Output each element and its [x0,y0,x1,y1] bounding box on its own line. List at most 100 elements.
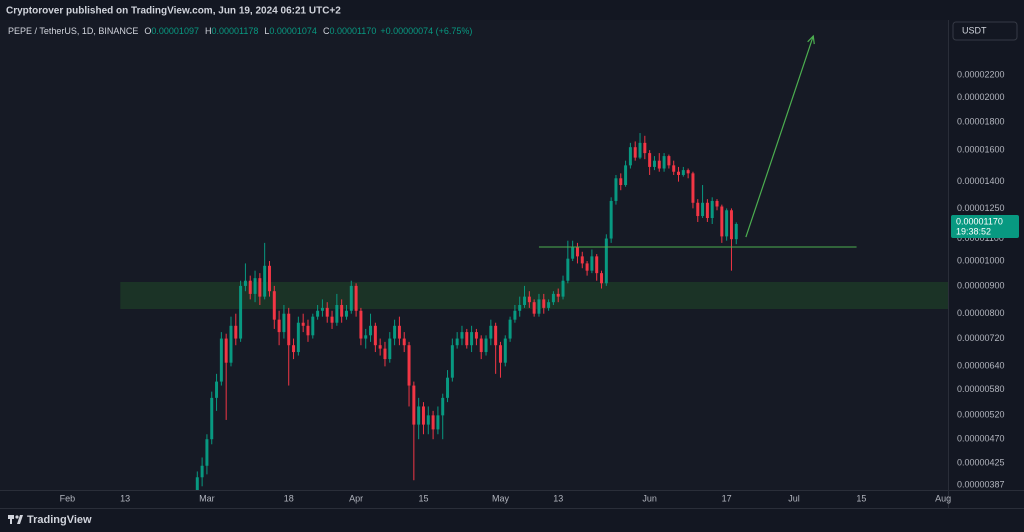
candle-body [393,325,397,339]
candle-body [455,338,459,346]
candle-body [210,397,214,440]
legend-item: 0.00001097 [151,26,199,36]
plot-area [0,20,948,490]
candle-body [648,153,652,167]
x-tick-label: Aug [935,493,951,503]
candle-body [306,325,310,336]
currency: USDT [962,25,987,35]
candle-body [551,293,555,303]
candle-body [282,313,286,333]
candle-body [484,338,488,353]
candle-body [537,299,541,314]
candle-body [224,338,228,363]
trend-arrow [745,35,814,238]
footer-brand: TradingView [27,514,92,526]
x-tick-label: Jul [788,493,800,503]
x-tick-label: Mar [199,493,215,503]
candle-body [325,307,329,317]
candle-body [369,325,373,336]
candle-body [296,322,300,353]
candle-body [532,302,536,314]
candle-body [571,247,575,259]
candle-body [609,200,613,239]
candle-body [258,278,262,297]
x-tick-label: 13 [120,493,130,503]
candle-body [667,156,671,166]
y-tick-label: 0.00000900 [957,280,1005,290]
candle-body [243,280,247,286]
candle-body [287,313,291,346]
candle-body [523,296,527,306]
y-tick-label: 0.00000387 [957,479,1005,489]
candle-body [628,147,632,166]
candle-body [195,477,199,490]
candle-body [354,285,358,311]
candle-body [705,202,709,219]
candle-body [696,202,700,217]
candle-body [652,160,656,167]
candle-body [402,338,406,346]
candle-body [479,338,483,353]
logo-mark [17,515,23,524]
candle-body [701,202,705,217]
candle-body [373,325,377,346]
legend-item: 0.00001178 [211,26,258,36]
candle-body [720,206,724,237]
y-tick-label: 0.00001000 [957,255,1005,265]
x-tick-label: 18 [284,493,294,503]
price-tag-value: 0.00001170 [956,216,1003,226]
candle-body [556,293,560,297]
candle-body [575,247,579,257]
candle-body [320,307,324,311]
candle-body [624,165,628,186]
candle-body [407,345,411,386]
candle-body [359,310,363,339]
candle-body [330,316,334,323]
candle-body [426,415,430,425]
legend-item: 0.00001074 [269,26,317,36]
logo [8,515,23,524]
candle-body [585,263,589,271]
x-tick-label: May [492,493,510,503]
candle-body [691,173,695,203]
candle-body [513,310,517,320]
candle-body [503,338,507,363]
header: Cryptorover published on TradingView.com… [6,6,341,17]
candle-body [431,415,435,430]
x-tick-label: Apr [349,493,363,503]
candle-body [316,310,320,317]
arrow-head [807,34,815,45]
candle-body [681,170,685,175]
candle-body [662,156,666,169]
logo-mark [10,515,12,524]
candle-body [344,310,348,317]
candle-body [547,302,551,308]
legend-item: O [144,26,151,36]
y-tick-label: 0.00000720 [957,333,1005,343]
candle-body [378,345,382,349]
legend-item: C [323,26,330,36]
legend-item: H [205,26,212,36]
candle-body [397,325,401,339]
legend-item: L [264,26,269,36]
candle-body [465,332,469,346]
candle-body [474,332,478,339]
candle-body [417,406,421,425]
candle-body [388,338,392,360]
candle-body [253,278,257,294]
candle-body [311,316,315,336]
candle-body [619,178,623,186]
candle-body [215,381,219,398]
candle-body [590,256,594,271]
candle-body [349,285,353,311]
candle-body [672,165,676,172]
price-tag-countdown: 19:38:52 [956,226,991,236]
candle-body [277,319,281,333]
candle-body [657,160,661,169]
candle-body [604,238,608,284]
candle-body [301,322,305,326]
candle-body [383,348,387,360]
candle-body [710,200,714,219]
